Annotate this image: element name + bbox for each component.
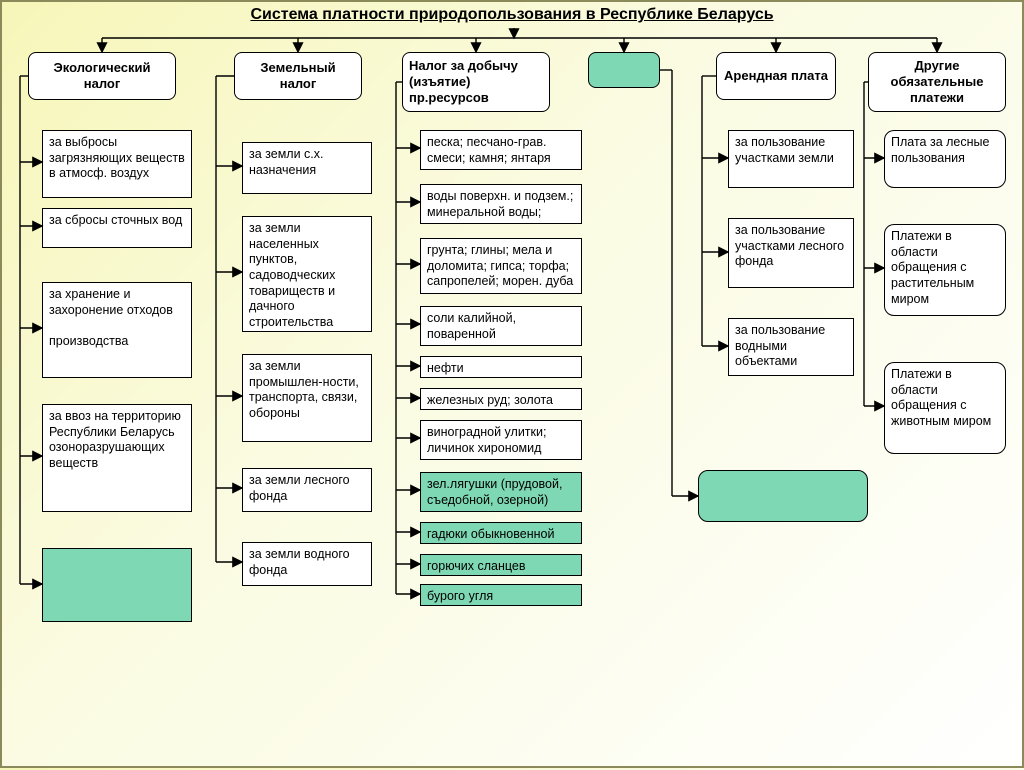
col2-item-1: за земли населенных пунктов, садоводческ…: [242, 216, 372, 332]
page-title: Система платности природопользования в Р…: [2, 2, 1022, 26]
col2-item-0: за земли с.х. назначения: [242, 142, 372, 194]
col6-item-0: Плата за лесные пользования: [884, 130, 1006, 188]
col3-item-6: виноградной улитки; личинок хирономид: [420, 420, 582, 460]
col3-item-3: соли калийной, поваренной: [420, 306, 582, 346]
col1-item-1: за сбросы сточных вод: [42, 208, 192, 248]
col3-header: Налог за добычу (изъятие) пр.ресурсов: [402, 52, 550, 112]
col3-item-10: бурого угля: [420, 584, 582, 606]
col6-item-2: Платежи в области обращения с животным м…: [884, 362, 1006, 454]
col5-header: Арендная плата: [716, 52, 836, 100]
col3-item-4: нефти: [420, 356, 582, 378]
col3-item-5: железных руд; золота: [420, 388, 582, 410]
col2-item-4: за земли водного фонда: [242, 542, 372, 586]
col3-item-1: воды поверхн. и подзем.; минеральной вод…: [420, 184, 582, 224]
col2-item-3: за земли лесного фонда: [242, 468, 372, 512]
col5-item-2: за пользование водными объектами: [728, 318, 854, 376]
col1-empty-box: [42, 548, 192, 622]
col2-item-2: за земли промышлен-ности, транспорта, св…: [242, 354, 372, 442]
col1-item-2: за хранение и захоронение отходов произв…: [42, 282, 192, 378]
connector-lines: [2, 2, 1024, 770]
col5-item-0: за пользование участками земли: [728, 130, 854, 188]
col6-header: Другие обязательные платежи: [868, 52, 1006, 112]
col5-item-1: за пользование участками лесного фонда: [728, 218, 854, 288]
col6-item-1: Платежи в области обращения с растительн…: [884, 224, 1006, 316]
col3-item-8: гадюки обыкновенной: [420, 522, 582, 544]
col1-header: Экологический налог: [28, 52, 176, 100]
col3-item-7: зел.лягушки (прудовой, съедобной, озерно…: [420, 472, 582, 512]
col3-item-2: грунта; глины; мела и доломита; гипса; т…: [420, 238, 582, 294]
col1-item-0: за выбросы загрязняющих веществ в атмосф…: [42, 130, 192, 198]
col3-item-9: горючих сланцев: [420, 554, 582, 576]
col2-header: Земельный налог: [234, 52, 362, 100]
col3-item-0: песка; песчано-грав. смеси; камня; янтар…: [420, 130, 582, 170]
col1-item-3: за ввоз на территорию Республики Беларус…: [42, 404, 192, 512]
col5-empty-box: [698, 470, 868, 522]
col4-header-empty: [588, 52, 660, 88]
